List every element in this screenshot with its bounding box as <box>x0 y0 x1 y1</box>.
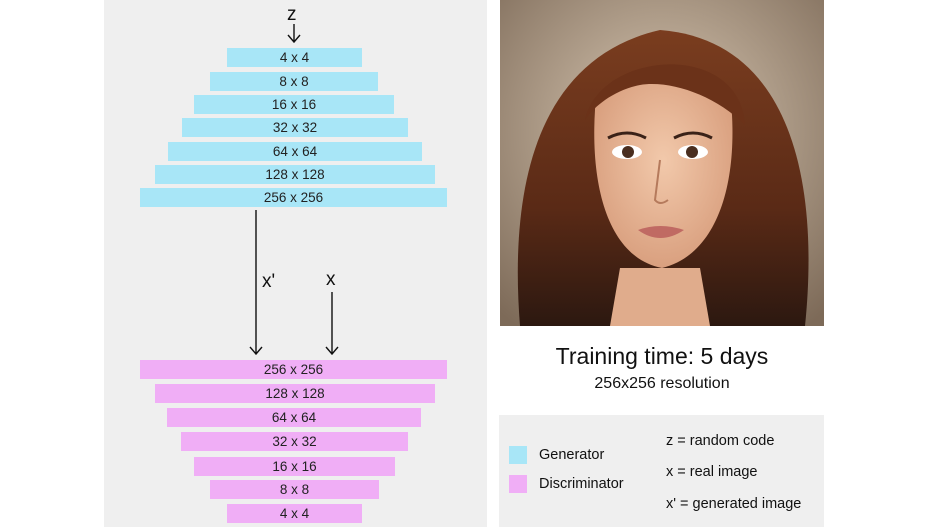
generator-layer-32x32: 32 x 32 <box>182 118 408 137</box>
generated-face-image <box>500 0 824 326</box>
discriminator-layer-4x4: 4 x 4 <box>227 504 362 523</box>
legend: Generator Discriminator z = random code … <box>499 415 824 527</box>
discriminator-legend-label: Discriminator <box>539 476 624 492</box>
generator-legend-label: Generator <box>539 447 605 463</box>
z-definition: z = random code <box>666 433 775 449</box>
x-prime-definition: x' = generated image <box>666 496 802 512</box>
discriminator-layer-128x128: 128 x 128 <box>155 384 435 403</box>
generator-layer-16x16: 16 x 16 <box>194 95 394 114</box>
generator-layer-8x8: 8 x 8 <box>210 72 378 91</box>
generator-layer-256x256: 256 x 256 <box>140 188 447 207</box>
generator-layer-128x128: 128 x 128 <box>155 165 435 184</box>
x-prime-label: x' <box>262 271 276 292</box>
generator-layer-4x4: 4 x 4 <box>227 48 362 67</box>
resolution-subtitle: 256x256 resolution <box>594 375 730 392</box>
z-label: z <box>287 4 297 25</box>
generator-swatch <box>509 446 527 464</box>
x-definition: x = real image <box>666 464 758 480</box>
discriminator-layer-32x32: 32 x 32 <box>181 432 408 451</box>
discriminator-layer-16x16: 16 x 16 <box>194 457 395 476</box>
discriminator-layer-64x64: 64 x 64 <box>167 408 421 427</box>
discriminator-swatch <box>509 475 527 493</box>
discriminator-layer-8x8: 8 x 8 <box>210 480 379 499</box>
training-time-title: Training time: 5 days <box>555 343 769 369</box>
discriminator-layer-256x256: 256 x 256 <box>140 360 447 379</box>
generator-layer-64x64: 64 x 64 <box>168 142 422 161</box>
x-label: x <box>326 269 336 290</box>
